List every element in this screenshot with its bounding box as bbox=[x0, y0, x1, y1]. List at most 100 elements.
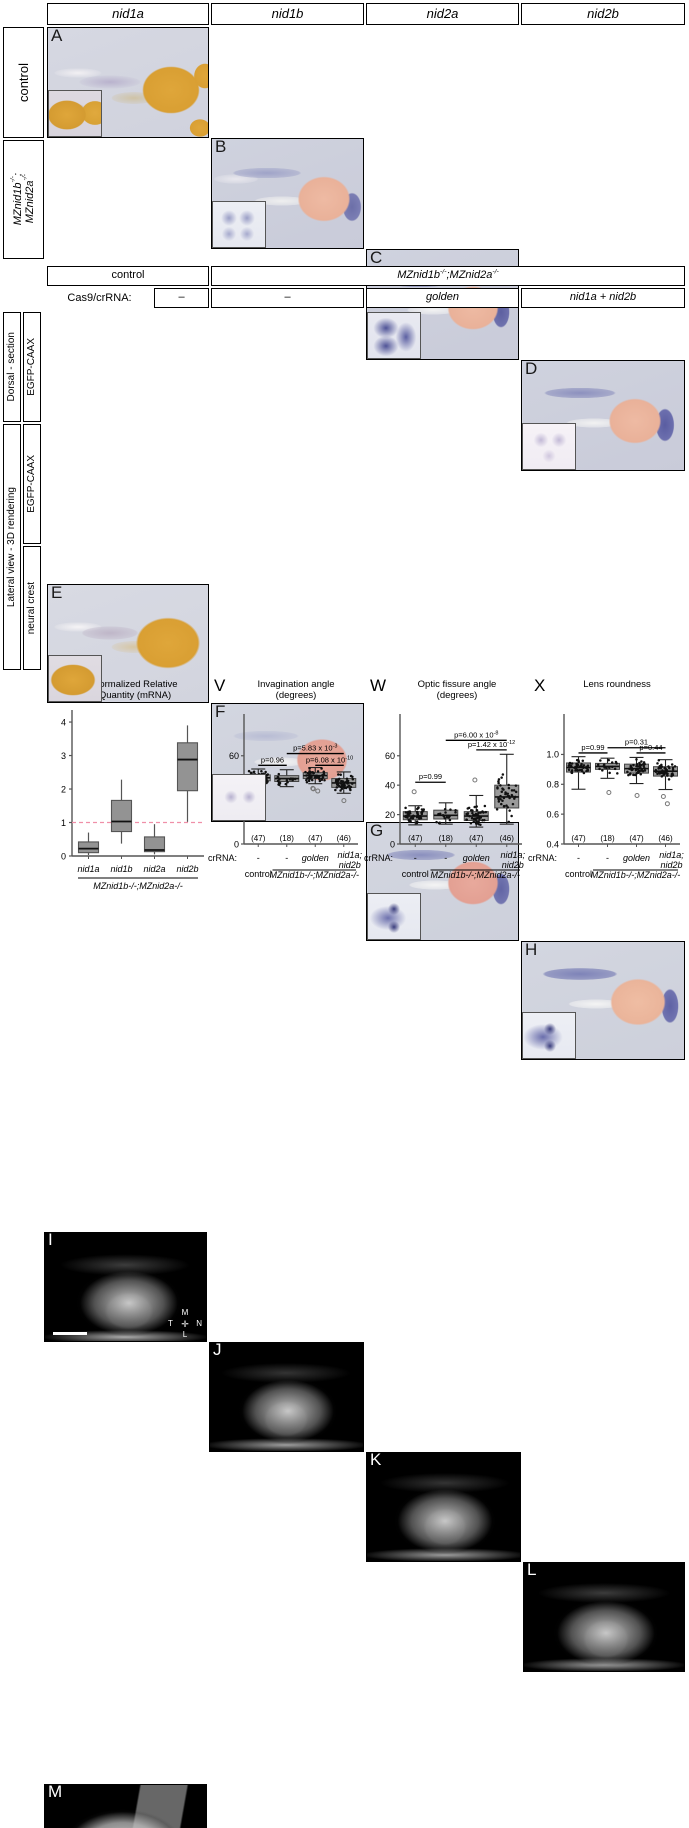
chart-title-W: Optic fissure angle (degrees) bbox=[388, 679, 526, 701]
svg-text:MZnid1b-/-;MZnid2a-/-: MZnid1b-/-;MZnid2a-/- bbox=[591, 870, 681, 880]
svg-text:nid1b: nid1b bbox=[110, 864, 132, 874]
svg-text:control: control bbox=[245, 869, 272, 879]
insitu-panel-E[interactable]: E bbox=[47, 584, 209, 703]
compass-left-label: T bbox=[168, 1319, 173, 1328]
mut-base1: MZnid1b bbox=[11, 182, 24, 226]
svg-text:(46): (46) bbox=[658, 834, 673, 843]
chart-title-U-line1: Normalized Relative bbox=[92, 679, 178, 690]
svg-text:40: 40 bbox=[385, 780, 395, 790]
chart-title-X-line1: Lens roundness bbox=[583, 679, 651, 690]
panel-letter-A: A bbox=[51, 27, 63, 45]
insitu-panel-A[interactable]: A bbox=[47, 27, 209, 138]
crrna-value-golden: golden bbox=[366, 288, 519, 308]
panel-letter-D: D bbox=[525, 360, 538, 378]
svg-text:20: 20 bbox=[385, 810, 395, 820]
insitu-column-header-nid1b: nid1b bbox=[211, 3, 364, 25]
svg-text:(47): (47) bbox=[308, 834, 323, 843]
svg-text:p=0.96: p=0.96 bbox=[261, 755, 284, 764]
compass-right-label: N bbox=[196, 1319, 202, 1328]
chart-panel-U[interactable]: U Normalized Relative Quantity (mRNA) 01… bbox=[38, 674, 208, 914]
insitu-row-label-mutant-text: MZnid1b-/-; MZnid2a-/- bbox=[8, 173, 36, 226]
micro-panel-J[interactable]: J bbox=[209, 1342, 364, 1452]
svg-text:1: 1 bbox=[61, 818, 66, 828]
micro-panel-L[interactable]: L bbox=[523, 1562, 685, 1672]
insitu-row-label-mutant: MZnid1b-/-; MZnid2a-/- bbox=[3, 140, 44, 259]
svg-text:0.8: 0.8 bbox=[546, 780, 559, 790]
svg-text:-: - bbox=[444, 853, 447, 863]
panel-letter-J: J bbox=[213, 1342, 222, 1359]
figure-root: nid1a nid1b nid2a nid2b control MZnid1b-… bbox=[3, 3, 686, 1828]
svg-text:0: 0 bbox=[390, 839, 395, 849]
svg-text:nid1a;: nid1a; bbox=[659, 850, 684, 860]
insitu-panel-D[interactable]: D bbox=[521, 360, 685, 471]
svg-text:0.6: 0.6 bbox=[546, 809, 559, 819]
micro-channel-label-row2: EGFP-CAAX bbox=[23, 424, 41, 544]
insitu-panel-B[interactable]: B bbox=[211, 138, 364, 249]
panel-letter-H: H bbox=[525, 941, 538, 959]
chart-title-V-line1: Invagination angle bbox=[257, 679, 335, 690]
group-header-mutant-text: MZnid1b-/-;MZnid2a-/- bbox=[397, 268, 499, 282]
svg-text:-: - bbox=[414, 853, 417, 863]
compass-bottom-label: L bbox=[182, 1330, 188, 1339]
insitu-inset-E bbox=[48, 655, 102, 702]
crrna-value-nid1a-nid2b: nid1a + nid2b bbox=[521, 288, 685, 308]
crrna-value-control: – bbox=[154, 288, 209, 308]
insitu-inset-B bbox=[212, 201, 266, 248]
crrna-value-mutant-none: – bbox=[211, 288, 364, 308]
chart-title-U: Normalized Relative Quantity (mRNA) bbox=[66, 679, 204, 701]
chart-title-X: Lens roundness bbox=[550, 679, 684, 690]
panel-letter-I: I bbox=[48, 1232, 53, 1249]
micro-panel-K[interactable]: K bbox=[366, 1452, 521, 1562]
insitu-inset-G bbox=[367, 893, 421, 940]
micro-panel-I[interactable]: I M L T N ✛ bbox=[44, 1232, 207, 1342]
svg-text:(47): (47) bbox=[469, 834, 484, 843]
svg-text:crRNA:: crRNA: bbox=[364, 853, 393, 863]
chart-title-W-line1: Optic fissure angle bbox=[417, 679, 497, 690]
insitu-panel-F[interactable]: F bbox=[211, 703, 364, 822]
micro-panel-M[interactable]: M D V T N ✛ bbox=[44, 1784, 207, 1828]
insitu-panel-H[interactable]: H bbox=[521, 941, 685, 1060]
mut-sup2: -/- bbox=[20, 174, 28, 182]
micro-channel-label-row3: neural crest bbox=[23, 546, 41, 670]
svg-text:0: 0 bbox=[234, 839, 239, 849]
insitu-row-label-control-text: control bbox=[15, 62, 31, 103]
optic-fissure-dashed-outline-M bbox=[45, 1785, 207, 1828]
svg-text:(18): (18) bbox=[439, 834, 454, 843]
svg-text:crRNA:: crRNA: bbox=[208, 853, 237, 863]
svg-text:4: 4 bbox=[61, 717, 66, 727]
panel-letter-K: K bbox=[370, 1452, 382, 1469]
insitu-inset-A bbox=[48, 90, 102, 137]
chart-letter-V: V bbox=[214, 676, 226, 695]
micro-section-label-lateral-text: Lateral view - 3D rendering bbox=[5, 486, 17, 608]
panel-letter-B: B bbox=[215, 138, 227, 156]
insitu-column-header-nid2b: nid2b bbox=[521, 3, 685, 25]
svg-text:nid2b: nid2b bbox=[176, 864, 198, 874]
chart-panel-X[interactable]: X Lens roundness 0.4 0.6 0.8 1.0 (47) (18) (47… bbox=[526, 674, 686, 914]
svg-text:crRNA:: crRNA: bbox=[528, 853, 557, 863]
panel-letter-C: C bbox=[370, 249, 383, 267]
svg-text:p=0.99: p=0.99 bbox=[581, 743, 604, 752]
micro-section-label-lateral: Lateral view - 3D rendering bbox=[3, 424, 21, 670]
gm-b1: MZnid1b bbox=[397, 269, 441, 282]
chart-title-V: Invagination angle (degrees) bbox=[230, 679, 362, 701]
svg-text:(47): (47) bbox=[408, 834, 423, 843]
svg-text:nid2b: nid2b bbox=[502, 860, 524, 870]
panel-letter-L: L bbox=[527, 1562, 537, 1579]
insitu-row-label-control: control bbox=[3, 27, 44, 138]
svg-text:60: 60 bbox=[385, 751, 395, 761]
svg-text:1.0: 1.0 bbox=[546, 750, 559, 760]
compass-center-icon: ✛ bbox=[181, 1319, 189, 1329]
micro-image-J bbox=[210, 1343, 363, 1451]
insitu-column-header-nid1a: nid1a bbox=[47, 3, 209, 25]
micro-channel-label-row1-text: EGFP-CAAX bbox=[25, 338, 37, 396]
svg-text:golden: golden bbox=[463, 853, 490, 863]
micro-section-label-dorsal: Dorsal - section bbox=[3, 312, 21, 422]
micro-channel-label-row3-text: neural crest bbox=[25, 581, 37, 635]
mut-sup1: -/- bbox=[8, 176, 16, 183]
gm-s1: -/- bbox=[440, 268, 447, 276]
svg-text:(47): (47) bbox=[571, 834, 586, 843]
svg-text:p=6.00 x 10-8: p=6.00 x 10-8 bbox=[454, 730, 498, 739]
svg-text:(18): (18) bbox=[600, 834, 615, 843]
chart-panel-W[interactable]: W Optic fissure angle (degrees) 0 20 40 60 (… bbox=[362, 674, 528, 914]
svg-text:-: - bbox=[606, 853, 609, 863]
